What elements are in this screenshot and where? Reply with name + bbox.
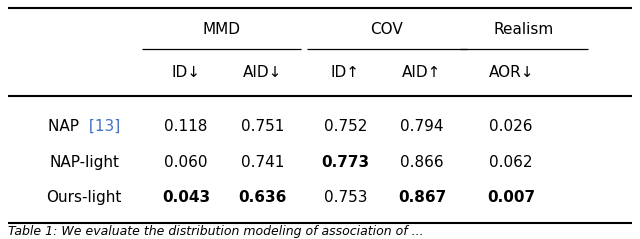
- Text: ID↓: ID↓: [172, 65, 201, 80]
- Text: NAP: NAP: [49, 119, 84, 134]
- Text: 0.118: 0.118: [164, 119, 208, 134]
- Text: [13]: [13]: [84, 119, 120, 134]
- Text: 0.636: 0.636: [239, 190, 287, 205]
- Text: 0.773: 0.773: [321, 155, 369, 169]
- Text: 0.043: 0.043: [162, 190, 211, 205]
- Text: 0.751: 0.751: [241, 119, 284, 134]
- Text: ID↑: ID↑: [331, 65, 360, 80]
- Text: 0.752: 0.752: [324, 119, 367, 134]
- Text: 0.060: 0.060: [164, 155, 208, 169]
- Text: COV: COV: [371, 22, 403, 37]
- Text: 0.026: 0.026: [490, 119, 533, 134]
- Text: 0.007: 0.007: [487, 190, 535, 205]
- Text: 0.741: 0.741: [241, 155, 284, 169]
- Text: Realism: Realism: [494, 22, 554, 37]
- Text: NAP-light: NAP-light: [49, 155, 119, 169]
- Text: 0.062: 0.062: [490, 155, 533, 169]
- Text: AID↑: AID↑: [403, 65, 442, 80]
- Text: MMD: MMD: [202, 22, 240, 37]
- Text: 0.794: 0.794: [400, 119, 444, 134]
- Text: 0.753: 0.753: [324, 190, 367, 205]
- Text: AOR↓: AOR↓: [488, 65, 534, 80]
- Text: Ours-light: Ours-light: [47, 190, 122, 205]
- Text: 0.867: 0.867: [398, 190, 446, 205]
- Text: AID↓: AID↓: [243, 65, 282, 80]
- Text: 0.866: 0.866: [400, 155, 444, 169]
- Text: Table 1: We evaluate the distribution modeling of association of ...: Table 1: We evaluate the distribution mo…: [8, 225, 424, 238]
